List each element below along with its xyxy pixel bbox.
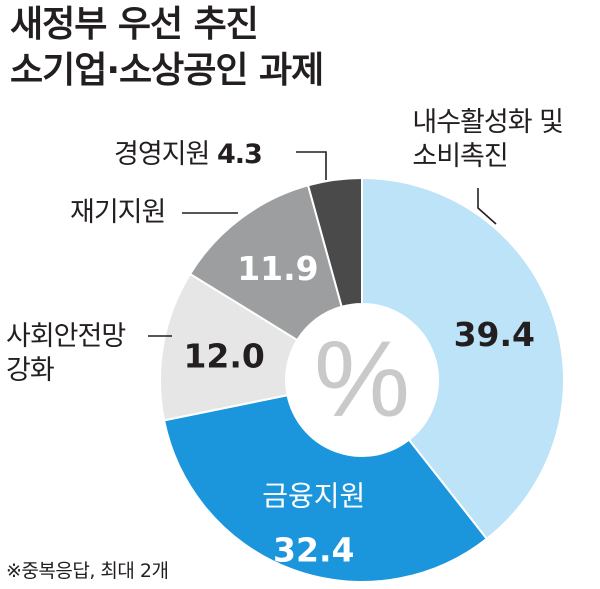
chart-title: 새정부 우선 추진 소기업·소상공인 과제 <box>10 2 324 94</box>
footnote: ※중복응답, 최대 2개 <box>6 560 169 582</box>
label-restart-support: 재기지원 <box>70 197 166 228</box>
leader-management-support <box>296 151 327 180</box>
label-management-support: 경영지원 4.3 <box>114 138 263 172</box>
label-finance-support: 금융지원 <box>262 479 365 512</box>
value-finance-support: 32.4 <box>273 530 354 569</box>
label-safety-line-1: 사회안전망 <box>6 321 126 352</box>
percent-symbol: % <box>314 318 410 439</box>
label-domestic-line-2: 소비촉진 <box>412 141 508 172</box>
leader-domestic-consumption <box>477 188 497 225</box>
label-social-safety-net: 사회안전망 강화 <box>6 320 126 388</box>
chart-title-line-2: 소기업·소상공인 과제 <box>10 50 324 91</box>
value-domestic-consumption: 39.4 <box>454 315 535 354</box>
label-safety-line-2: 강화 <box>6 355 55 386</box>
label-management-text: 경영지원 <box>114 139 210 170</box>
value-social-safety-net: 12.0 <box>183 336 264 375</box>
chart-title-line-1: 새정부 우선 추진 <box>10 4 259 45</box>
label-domestic-line-1: 내수활성화 및 <box>412 107 564 138</box>
label-domestic-consumption: 내수활성화 및 소비촉진 <box>412 106 564 174</box>
donut-hole <box>286 304 438 456</box>
value-restart-support: 11.9 <box>237 249 318 288</box>
value-management: 4.3 <box>216 139 263 170</box>
